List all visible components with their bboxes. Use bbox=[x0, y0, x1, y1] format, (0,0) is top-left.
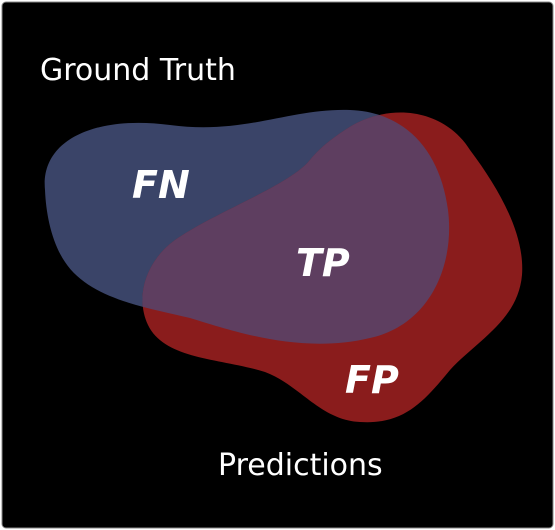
true-positive-label: TP bbox=[296, 241, 350, 285]
predictions-label: Predictions bbox=[218, 448, 383, 483]
false-positive-label: FP bbox=[345, 358, 399, 402]
false-negative-label: FN bbox=[132, 163, 190, 207]
true-positive-region bbox=[142, 112, 450, 344]
ground-truth-label: Ground Truth bbox=[40, 53, 236, 88]
